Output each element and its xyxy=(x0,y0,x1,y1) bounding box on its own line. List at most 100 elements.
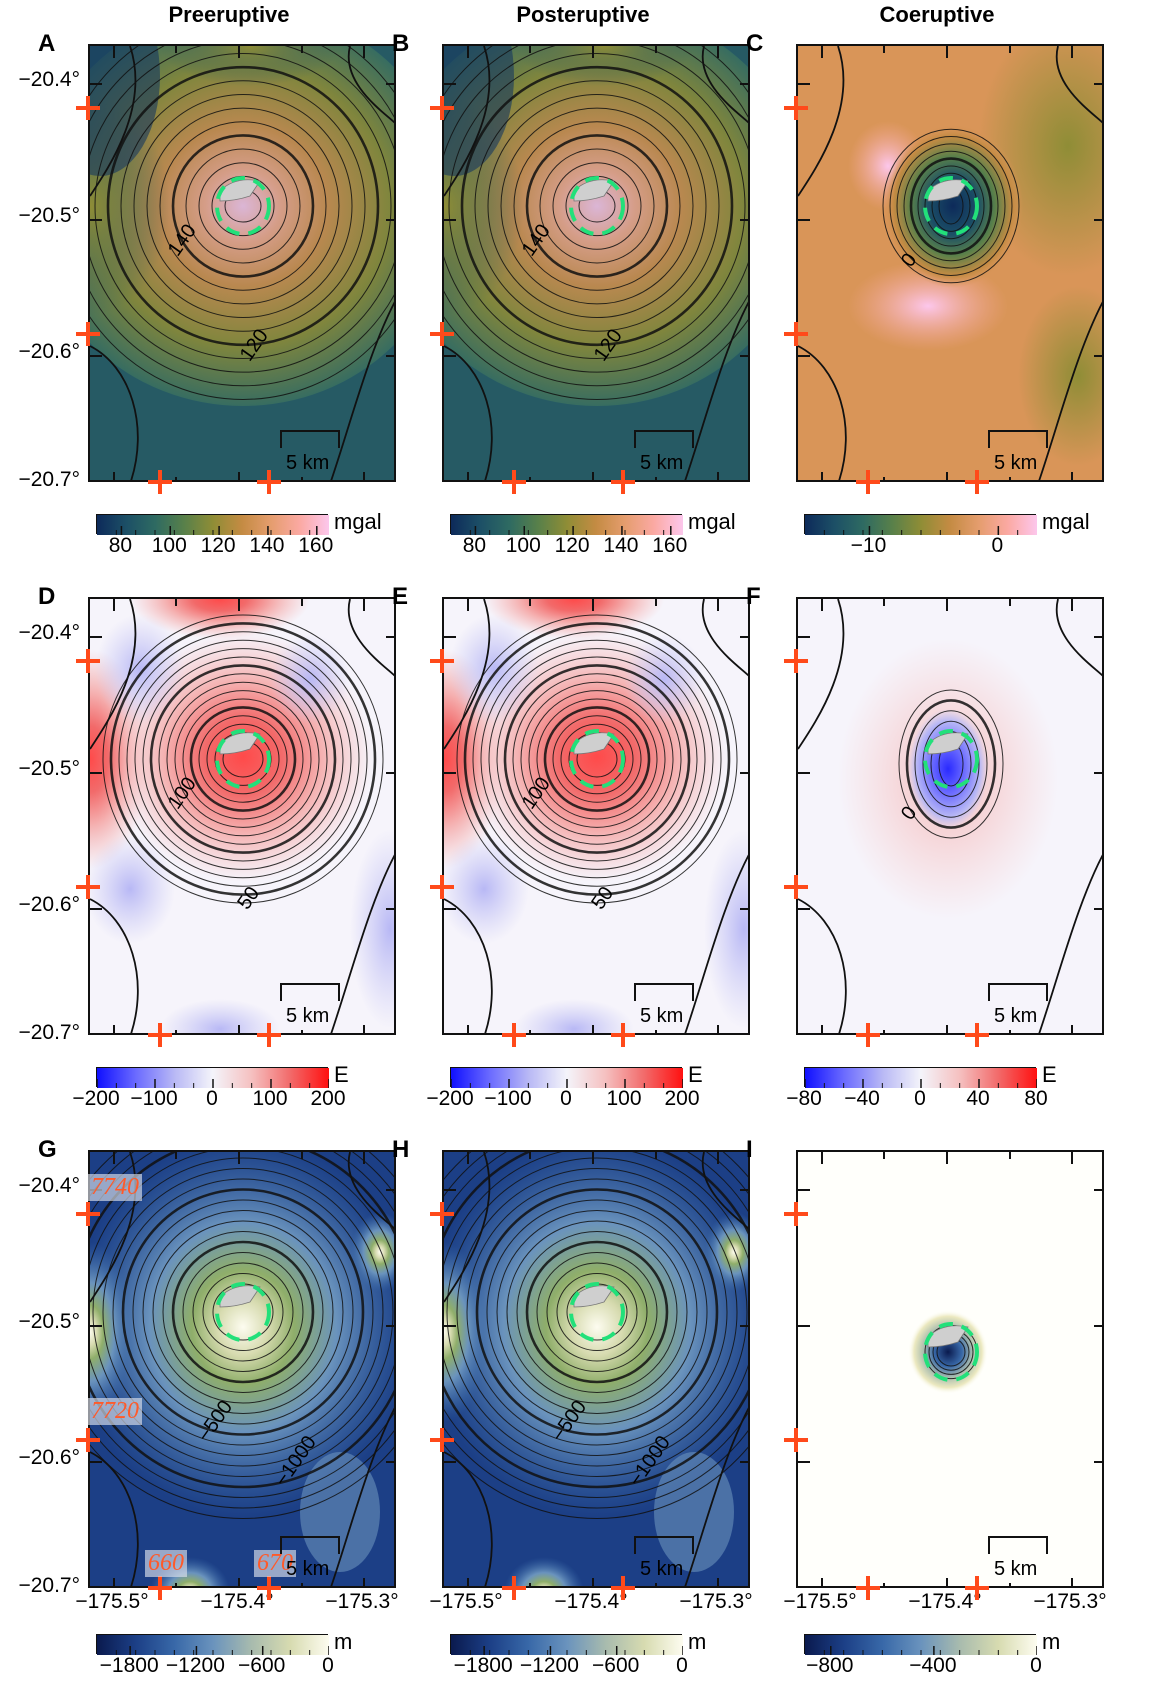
contour-line xyxy=(684,301,748,480)
grid-marker xyxy=(148,470,172,494)
summit-region xyxy=(573,1285,615,1308)
contour-line xyxy=(536,1252,658,1372)
contour-line xyxy=(882,128,1020,284)
contour-line xyxy=(496,1210,698,1414)
contour-line xyxy=(909,157,993,255)
scale-bar xyxy=(634,1536,694,1554)
contour-line xyxy=(922,720,980,808)
contour-line xyxy=(903,150,999,262)
contour-line xyxy=(472,631,722,887)
contour-line xyxy=(133,93,353,319)
contour-line xyxy=(102,614,384,904)
grid-marker xyxy=(76,322,100,346)
contour-line xyxy=(444,1152,748,1498)
contour-line xyxy=(90,1152,394,1509)
contour-line xyxy=(132,1199,354,1425)
colorbar-tick-label: −200 xyxy=(72,1087,120,1110)
contour-line xyxy=(347,1152,394,1230)
contour-line xyxy=(134,648,352,870)
scale-bar-label: 5 km xyxy=(994,452,1038,474)
colorbar-tick-label: 0 xyxy=(560,1087,572,1110)
contour-line xyxy=(456,1168,738,1456)
colorbar-tick-label: 100 xyxy=(151,534,187,557)
map-field-B xyxy=(444,46,748,480)
contour-line xyxy=(444,46,491,197)
lon-label: −175.3° xyxy=(679,1590,753,1613)
panel-label-I: I xyxy=(746,1136,753,1163)
contour-line xyxy=(905,699,997,829)
lat-label: −20.4° xyxy=(18,621,80,644)
grid-marker xyxy=(856,1023,880,1047)
scale-bar xyxy=(634,983,694,1001)
panel-label-C: C xyxy=(746,30,764,57)
grid-marker xyxy=(430,649,454,673)
colorbar-tick-label: −1200 xyxy=(165,1654,225,1677)
contour-line xyxy=(146,107,340,305)
summit-region xyxy=(219,732,261,755)
contour-line xyxy=(503,664,691,854)
grid-marker xyxy=(784,322,808,346)
contour-line xyxy=(444,46,748,387)
contour-line xyxy=(512,673,682,845)
colorbar-C xyxy=(804,514,1037,535)
contour-line xyxy=(174,690,312,828)
scale-bar-label: 5 km xyxy=(640,452,684,474)
contour-line xyxy=(347,599,394,677)
scale-bar xyxy=(988,430,1048,448)
contour-line xyxy=(158,673,328,845)
contour-line xyxy=(520,681,674,837)
map-field-C xyxy=(798,46,1102,480)
grid-marker xyxy=(76,1428,100,1452)
grid-marker xyxy=(502,1023,526,1047)
contour-line xyxy=(516,1231,678,1393)
grid-marker xyxy=(430,1202,454,1226)
summit-region xyxy=(219,1285,261,1308)
colorbar-H xyxy=(450,1634,683,1655)
colorbar-tick-label: 160 xyxy=(652,534,688,557)
contour-line xyxy=(444,345,493,480)
contour-line xyxy=(192,1262,294,1362)
grid-marker xyxy=(76,875,100,899)
contour-line xyxy=(90,46,137,197)
colorbar-gradient xyxy=(451,1635,683,1655)
lon-label: −175.4° xyxy=(554,1590,628,1613)
colorbar-tick-label: 120 xyxy=(200,534,236,557)
contour-line xyxy=(202,1273,284,1351)
lat-label: −20.7° xyxy=(18,468,80,491)
map-field-E xyxy=(444,599,748,1033)
panel-label-G: G xyxy=(38,1136,57,1163)
contour-line xyxy=(500,107,694,305)
colorbar-tick-label: 80 xyxy=(108,534,133,557)
colorbar-tick-label: 200 xyxy=(664,1087,700,1110)
colorbar-unit: m xyxy=(688,1629,707,1654)
contour-line xyxy=(525,1240,669,1384)
grid-marker xyxy=(611,470,635,494)
contour-line xyxy=(444,1152,491,1303)
colorbar-unit: mgal xyxy=(688,509,736,534)
contour-line xyxy=(560,723,634,795)
caldera-rim xyxy=(215,1282,271,1342)
scale-bar xyxy=(280,430,340,448)
colorbar-tick-label: 0 xyxy=(676,1654,688,1677)
grid-marker xyxy=(257,1023,281,1047)
panel-label-H: H xyxy=(392,1136,410,1163)
lon-label: −175.3° xyxy=(325,1590,399,1613)
caldera-rim xyxy=(923,176,979,236)
caldera-rim xyxy=(215,729,271,789)
lat-label: −20.4° xyxy=(18,68,80,91)
contour-line xyxy=(90,46,394,373)
column-title-coeruptive: Coeruptive xyxy=(879,2,995,27)
contour-line xyxy=(552,715,642,803)
colorbar-tick-label: 80 xyxy=(462,534,487,557)
contour-line xyxy=(149,664,337,854)
grid-marker xyxy=(257,1576,281,1600)
lat-label: −20.6° xyxy=(18,340,80,363)
contour-line xyxy=(90,1152,394,1477)
colorbar-tick-label: −1200 xyxy=(519,1654,579,1677)
colorbar-unit: mgal xyxy=(1042,509,1090,534)
contour-line xyxy=(543,706,651,812)
colorbar-tick-label: 120 xyxy=(554,534,590,557)
lat-label: −20.5° xyxy=(18,1310,80,1333)
grid-marker xyxy=(784,649,808,673)
colorbar-tick-label: −800 xyxy=(806,1654,854,1677)
